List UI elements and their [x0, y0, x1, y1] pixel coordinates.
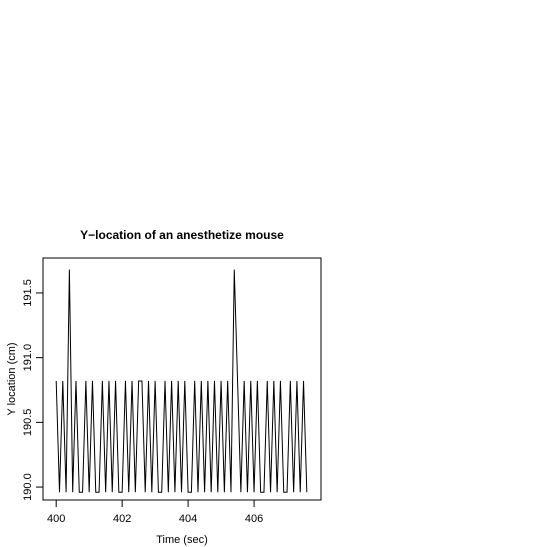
plot-frame — [42, 257, 322, 501]
x-tick-label: 400 — [47, 513, 65, 525]
data-line — [55, 269, 308, 493]
x-tick-label: 402 — [113, 513, 131, 525]
y-tick-label: 191.5 — [22, 279, 34, 307]
chart-title: Y−location of an anesthetize mouse — [80, 228, 284, 242]
x-tick-label: 406 — [245, 513, 263, 525]
y-tick-label: 190.0 — [22, 473, 34, 501]
x-axis-label: Time (sec) — [156, 534, 208, 546]
y-tick-label: 190.5 — [22, 409, 34, 437]
y-axis-label: Y location (cm) — [6, 342, 18, 415]
y-tick-label: 191.0 — [22, 344, 34, 372]
x-tick-label: 404 — [179, 513, 197, 525]
